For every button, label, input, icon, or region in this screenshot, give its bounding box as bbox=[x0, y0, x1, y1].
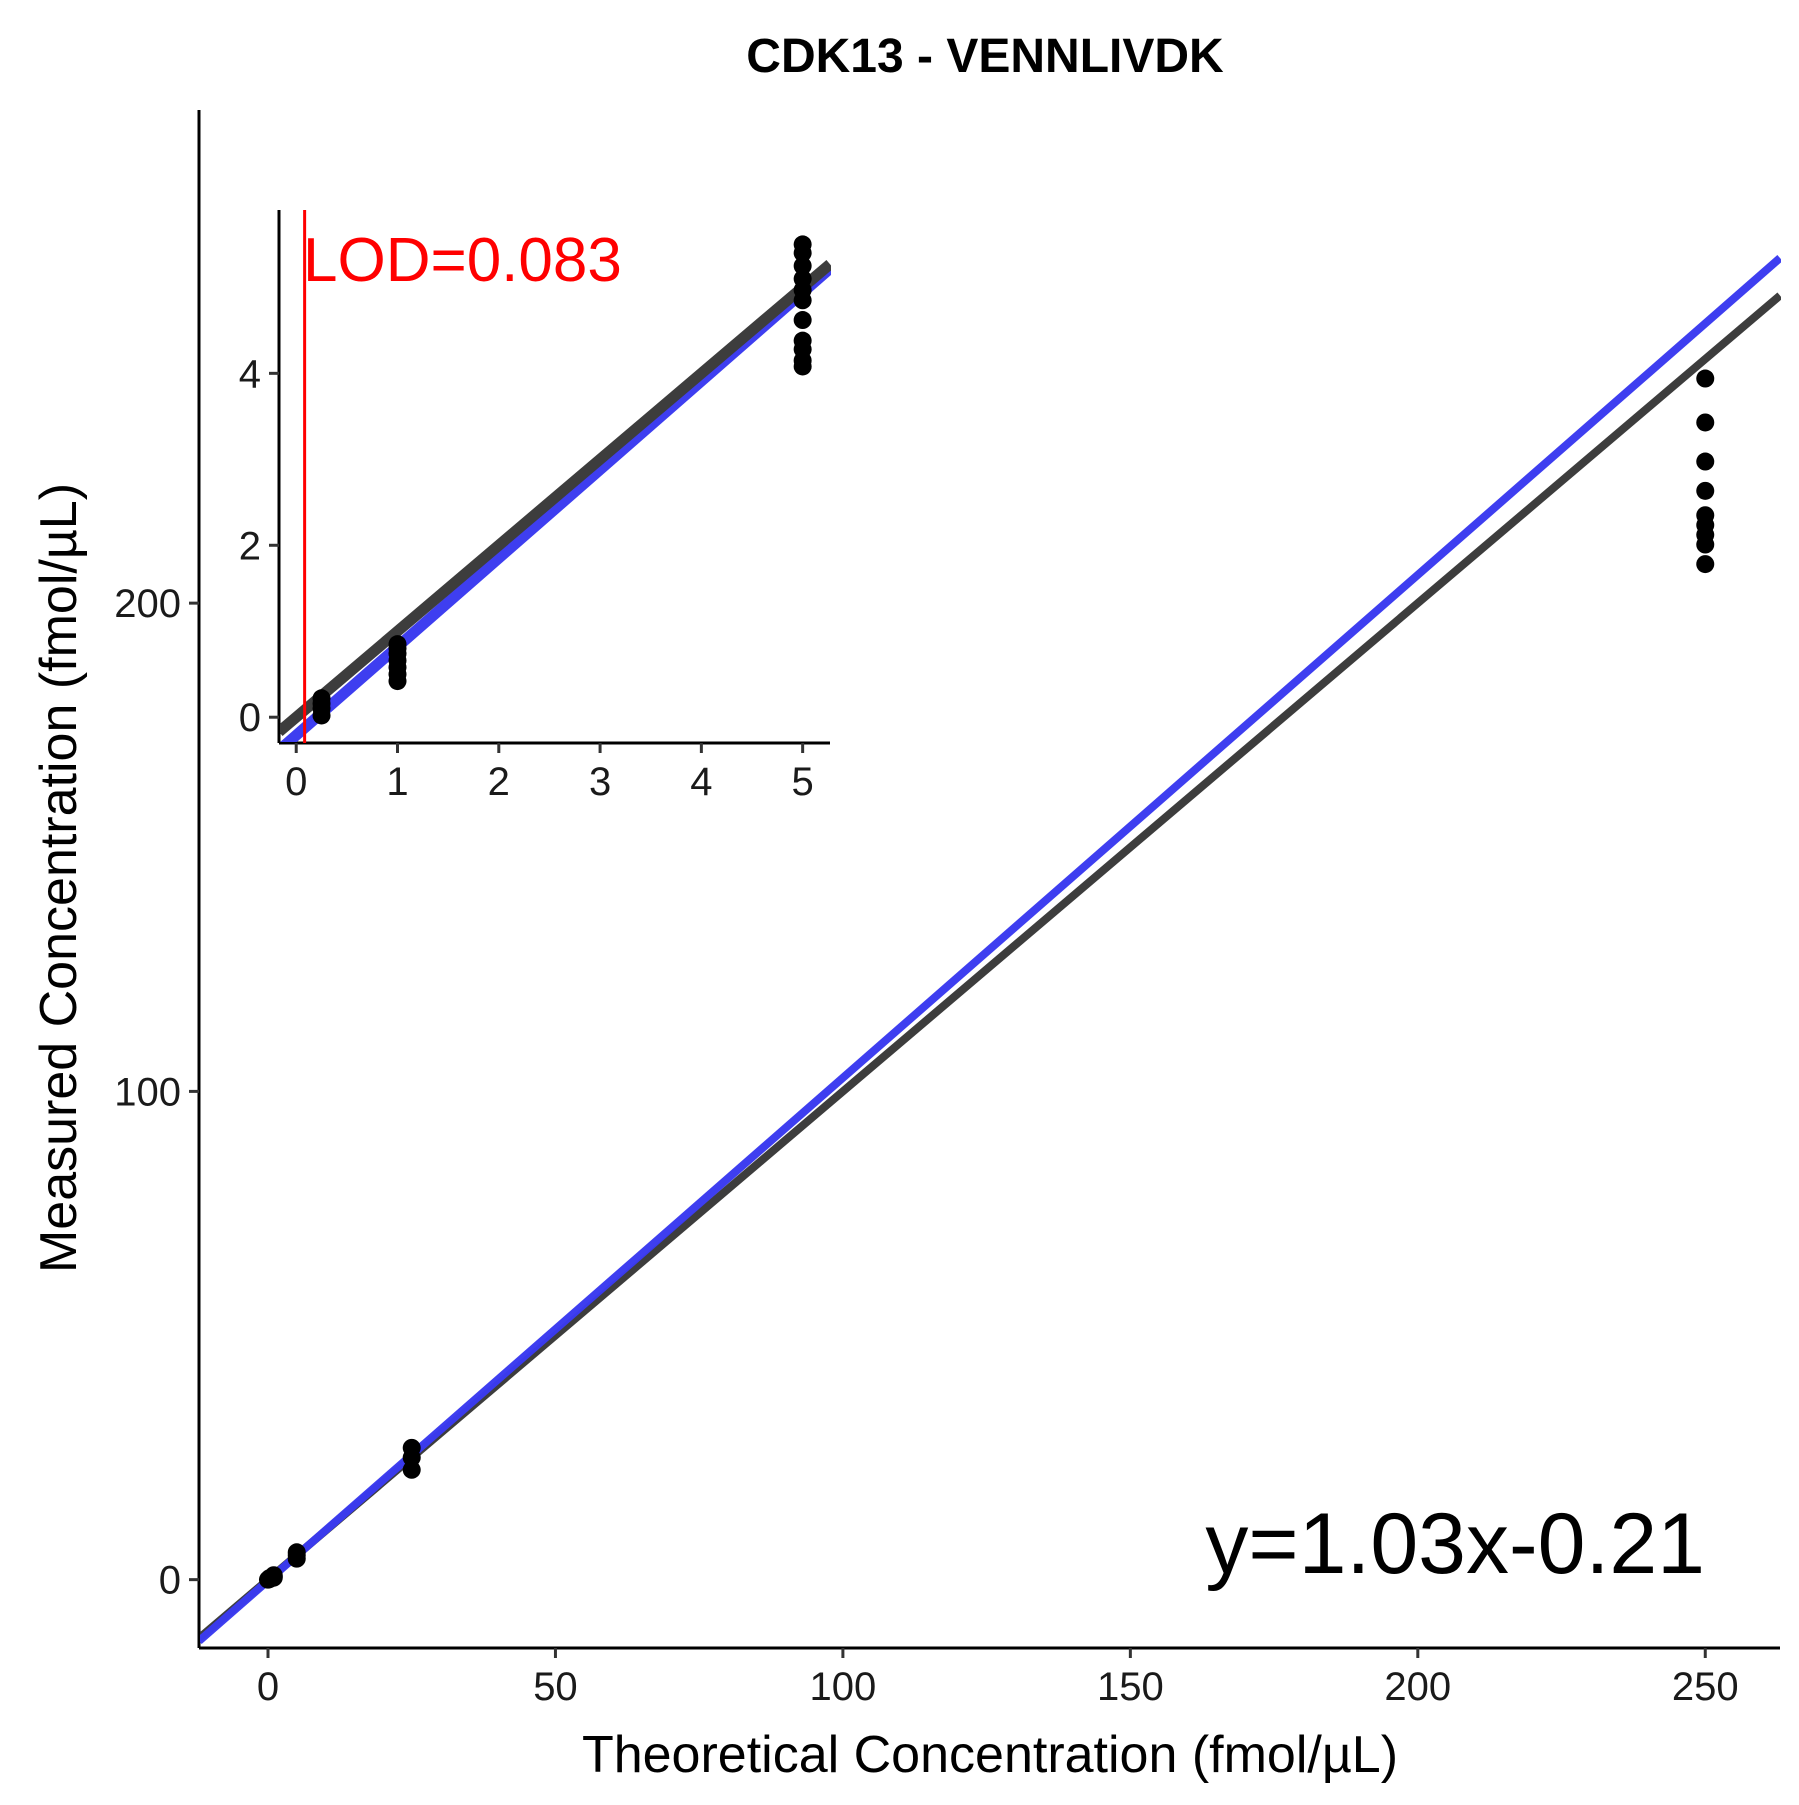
inset-x-tick-label: 3 bbox=[589, 760, 611, 804]
lod-label: LOD=0.083 bbox=[303, 226, 622, 295]
main-x-tick-label: 0 bbox=[257, 1665, 279, 1709]
main-data-point bbox=[1696, 413, 1715, 432]
inset-x-tick-label: 0 bbox=[285, 760, 307, 804]
inset-data-point bbox=[312, 689, 331, 708]
main-data-point bbox=[1696, 481, 1715, 500]
main-x-tick-label: 200 bbox=[1384, 1665, 1451, 1709]
main-y-tick-label: 200 bbox=[114, 582, 181, 626]
regression-equation: y=1.03x-0.21 bbox=[1205, 1496, 1705, 1592]
inset-data-point bbox=[793, 256, 812, 275]
inset-identity-line bbox=[280, 259, 831, 737]
main-x-tick-label: 250 bbox=[1672, 1665, 1739, 1709]
inset-y-tick-label: 2 bbox=[239, 524, 261, 568]
main-x-tick-label: 150 bbox=[1097, 1665, 1164, 1709]
inset-y-tick-label: 4 bbox=[239, 352, 261, 396]
main-y-tick-label: 100 bbox=[114, 1070, 181, 1114]
main-data-point bbox=[264, 1566, 283, 1585]
main-data-point bbox=[1696, 452, 1715, 471]
main-data-point bbox=[402, 1438, 421, 1457]
chart-title: CDK13 - VENNLIVDK bbox=[746, 30, 1224, 83]
inset-x-tick-label: 1 bbox=[386, 760, 408, 804]
inset-x-tick-label: 2 bbox=[488, 760, 510, 804]
main-data-point bbox=[1696, 369, 1715, 388]
main-y-tick-label: 0 bbox=[159, 1559, 181, 1603]
main-data-point bbox=[1696, 555, 1715, 574]
main-x-tick-label: 100 bbox=[810, 1665, 877, 1709]
main-data-point bbox=[1696, 535, 1715, 554]
inset-x-tick-label: 4 bbox=[690, 760, 712, 804]
inset-data-point bbox=[793, 269, 812, 288]
y-axis-title: Measured Concentration (fmol/µL) bbox=[30, 483, 88, 1273]
inset-plot: 0 1 2 3 4 5 0 2 4 bbox=[239, 210, 831, 804]
inset-lines bbox=[280, 259, 831, 742]
main-x-tick-label: 50 bbox=[533, 1665, 578, 1709]
main-data-point bbox=[287, 1543, 306, 1562]
inset-data-point bbox=[793, 235, 812, 254]
inset-x-tick-label: 5 bbox=[792, 760, 814, 804]
inset-data-point bbox=[793, 331, 812, 350]
inset-data-point bbox=[793, 311, 812, 330]
inset-data-point bbox=[388, 635, 407, 654]
main-lines bbox=[200, 255, 1781, 1645]
x-axis-title: Theoretical Concentration (fmol/µL) bbox=[582, 1726, 1398, 1784]
main-fit-line bbox=[200, 255, 1781, 1645]
inset-y-tick-label: 0 bbox=[239, 696, 261, 740]
